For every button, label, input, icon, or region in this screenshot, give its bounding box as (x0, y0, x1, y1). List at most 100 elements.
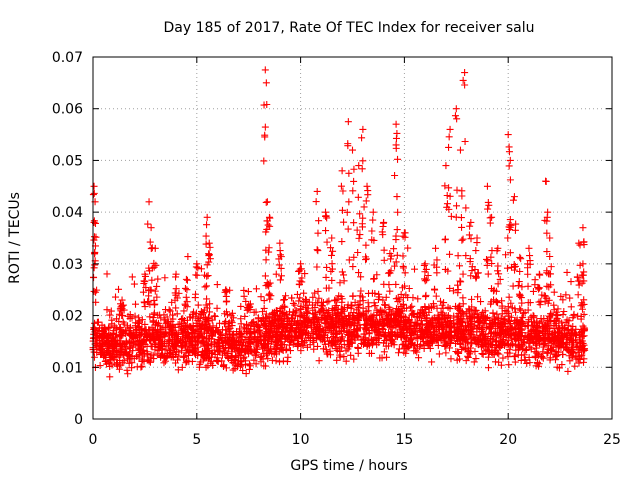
data-point (553, 363, 561, 371)
data-point (119, 318, 127, 326)
data-point (264, 221, 272, 229)
data-point (129, 347, 137, 355)
data-point (304, 317, 312, 325)
data-point (403, 304, 411, 312)
data-point (345, 343, 353, 351)
data-point (429, 300, 437, 308)
data-point (452, 105, 460, 113)
data-point (519, 309, 527, 317)
data-point (223, 287, 231, 295)
data-point (577, 302, 585, 310)
data-point (103, 270, 111, 278)
data-point (376, 308, 384, 316)
data-point (337, 318, 345, 326)
data-point (526, 260, 534, 268)
data-point (257, 316, 265, 324)
data-point (223, 308, 231, 316)
data-point (408, 307, 416, 315)
data-point (229, 366, 237, 374)
data-point (414, 310, 422, 318)
data-point (405, 344, 413, 352)
data-point (166, 350, 174, 358)
data-point (112, 351, 120, 359)
data-point (381, 301, 389, 309)
data-point (380, 218, 388, 226)
data-point (555, 325, 563, 333)
x-axis-label: GPS time / hours (290, 458, 407, 474)
data-point (183, 286, 191, 294)
data-point (568, 353, 576, 361)
data-point (423, 339, 431, 347)
data-point (360, 330, 368, 338)
data-point (502, 251, 510, 259)
data-point (464, 340, 472, 348)
data-point (156, 333, 164, 341)
data-point (301, 270, 309, 278)
data-point (396, 308, 404, 316)
data-point (494, 244, 502, 252)
data-point (443, 191, 451, 199)
data-point (523, 334, 531, 342)
data-point (479, 331, 487, 339)
data-point (90, 324, 98, 332)
data-point (424, 271, 432, 279)
data-point (119, 312, 127, 320)
data-point (284, 324, 292, 332)
data-point (209, 322, 217, 330)
data-point (117, 331, 125, 339)
data-point (518, 299, 526, 307)
data-point (506, 349, 514, 357)
data-point (404, 342, 412, 350)
data-point (90, 287, 98, 295)
data-point (579, 332, 587, 340)
data-point (564, 367, 572, 375)
data-point (128, 359, 136, 367)
data-point (194, 322, 202, 330)
data-point (295, 339, 303, 347)
data-point (92, 233, 100, 241)
grid (93, 57, 612, 419)
data-point (252, 341, 260, 349)
data-point (543, 349, 551, 357)
data-point (172, 285, 180, 293)
data-point (276, 239, 284, 247)
data-point (540, 324, 548, 332)
data-point (287, 332, 295, 340)
data-point (327, 251, 335, 259)
data-point (473, 234, 481, 242)
data-point (506, 156, 514, 164)
data-point (357, 287, 365, 295)
data-point (344, 118, 352, 126)
data-point (305, 298, 313, 306)
data-point (219, 342, 227, 350)
data-point (422, 265, 430, 273)
data-point (402, 349, 410, 357)
data-point (399, 264, 407, 272)
y-tick-label: 0.01 (52, 360, 83, 376)
data-point (309, 293, 317, 301)
data-point (150, 310, 158, 318)
data-point (456, 262, 464, 270)
data-point (532, 322, 540, 330)
data-point (172, 304, 180, 312)
data-point (261, 123, 269, 131)
data-point (312, 198, 320, 206)
data-point (106, 373, 114, 381)
data-point (516, 344, 524, 352)
data-point (174, 366, 182, 374)
data-point (181, 300, 189, 308)
data-point (198, 324, 206, 332)
data-point (255, 326, 263, 334)
data-point (126, 324, 134, 332)
data-point (346, 338, 354, 346)
data-point (296, 325, 304, 333)
data-point (445, 321, 453, 329)
data-point (565, 329, 573, 337)
data-point (169, 342, 176, 350)
data-point (383, 353, 391, 361)
data-point (262, 343, 270, 351)
data-point (340, 271, 348, 279)
data-point (276, 358, 284, 366)
data-point (542, 177, 550, 185)
data-point (359, 340, 367, 348)
